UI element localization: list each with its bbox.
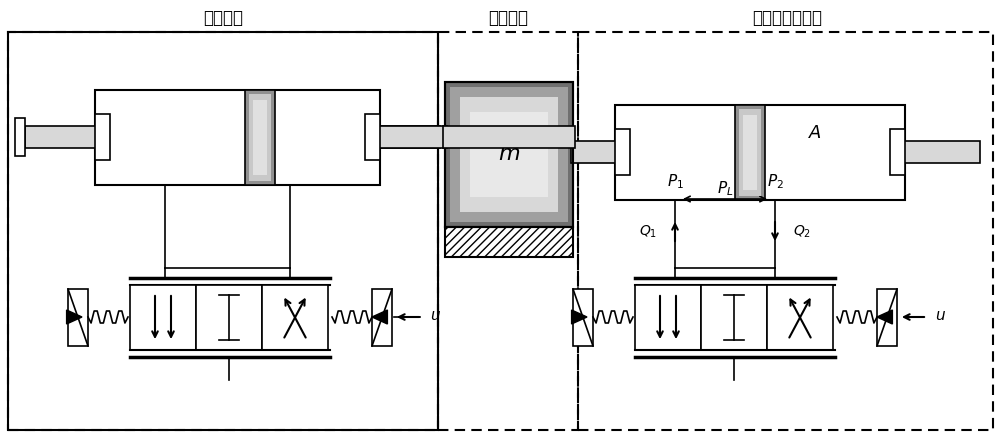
Bar bbox=[578, 32, 993, 430]
Bar bbox=[8, 32, 438, 430]
Bar bbox=[25, 126, 97, 148]
Bar bbox=[15, 118, 25, 156]
Text: $u$: $u$ bbox=[935, 308, 946, 324]
Bar bbox=[95, 114, 110, 160]
Text: 惯性负载: 惯性负载 bbox=[488, 9, 528, 27]
Polygon shape bbox=[67, 310, 82, 324]
Bar bbox=[372, 289, 392, 346]
Bar bbox=[890, 129, 905, 175]
Bar bbox=[68, 289, 88, 346]
Text: $u$: $u$ bbox=[430, 308, 441, 324]
Bar bbox=[130, 285, 196, 350]
Bar bbox=[470, 112, 548, 197]
Bar bbox=[445, 227, 573, 257]
Bar bbox=[903, 141, 980, 163]
Polygon shape bbox=[877, 310, 892, 324]
Text: $A$: $A$ bbox=[808, 124, 822, 142]
Bar bbox=[262, 285, 328, 350]
Bar bbox=[450, 87, 568, 222]
Bar bbox=[365, 114, 380, 160]
Bar bbox=[743, 115, 757, 190]
Text: $Q_1$: $Q_1$ bbox=[639, 224, 657, 240]
Bar bbox=[445, 82, 573, 227]
Bar bbox=[378, 126, 440, 148]
Bar bbox=[635, 285, 701, 350]
Text: 电液负载模拟器: 电液负载模拟器 bbox=[752, 9, 822, 27]
Bar bbox=[615, 129, 630, 175]
Text: $Q_2$: $Q_2$ bbox=[793, 224, 811, 240]
Bar bbox=[245, 90, 275, 185]
Bar bbox=[95, 90, 380, 185]
Bar bbox=[378, 126, 447, 148]
Bar bbox=[701, 285, 767, 350]
Text: $P_L$: $P_L$ bbox=[717, 180, 733, 198]
Bar bbox=[460, 97, 558, 212]
Bar bbox=[249, 94, 271, 181]
Bar bbox=[253, 100, 267, 175]
Text: 舵机系统: 舵机系统 bbox=[203, 9, 243, 27]
Bar bbox=[573, 289, 593, 346]
Polygon shape bbox=[572, 310, 587, 324]
Bar bbox=[438, 32, 578, 430]
Polygon shape bbox=[372, 310, 387, 324]
Bar bbox=[445, 82, 573, 227]
Bar bbox=[196, 285, 262, 350]
Text: $m$: $m$ bbox=[498, 144, 520, 164]
Bar bbox=[571, 141, 617, 163]
Bar bbox=[767, 285, 833, 350]
Bar bbox=[8, 32, 438, 430]
Bar bbox=[739, 109, 761, 196]
Bar bbox=[735, 105, 765, 200]
Bar bbox=[443, 126, 575, 148]
Bar bbox=[877, 289, 897, 346]
Text: $P_2$: $P_2$ bbox=[767, 173, 783, 191]
Text: $P_1$: $P_1$ bbox=[667, 173, 683, 191]
Bar bbox=[615, 105, 905, 200]
